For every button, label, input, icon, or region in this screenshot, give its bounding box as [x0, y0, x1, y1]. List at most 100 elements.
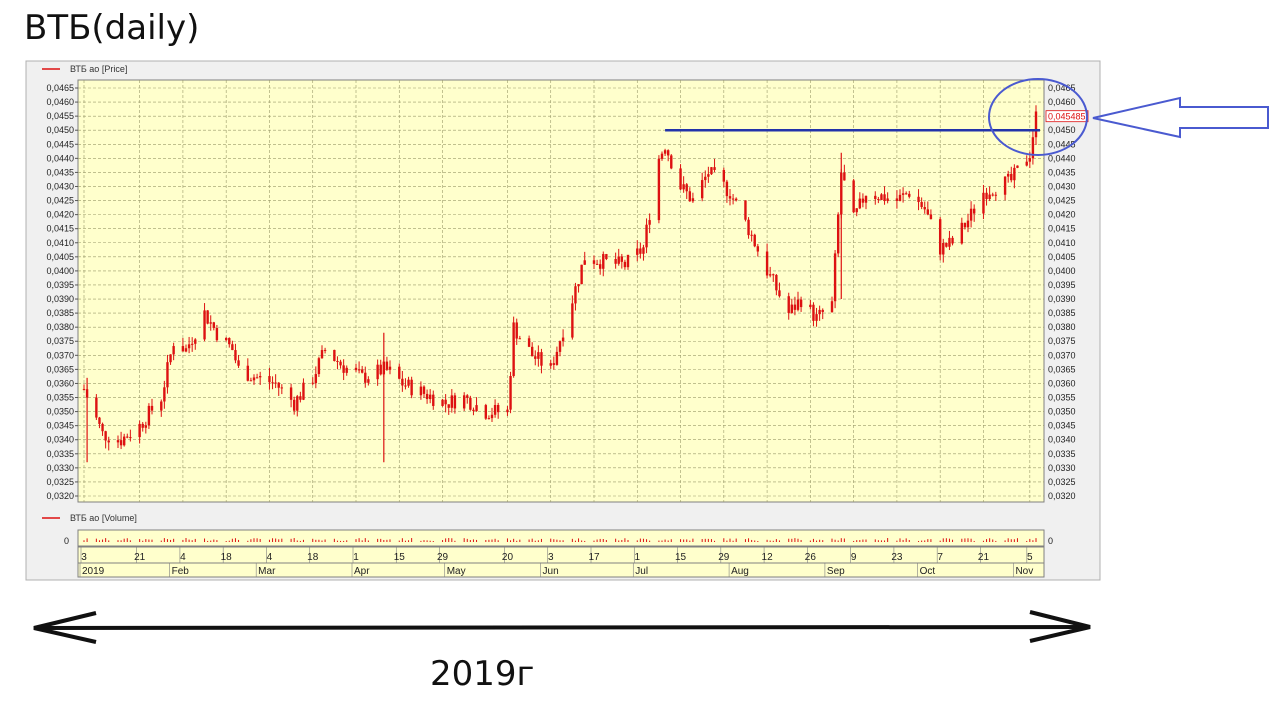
candle-body [670, 155, 673, 169]
month-tick-label: Sep [827, 566, 845, 577]
candle-body [537, 352, 540, 359]
y-tick-label-left: 0,0320 [46, 491, 74, 501]
candle-body [877, 199, 880, 201]
candle-body [874, 195, 877, 200]
candle-body [923, 207, 926, 210]
candle-body [747, 219, 750, 236]
candle-body [527, 338, 531, 347]
candle-body [793, 304, 797, 310]
candle-body [506, 409, 509, 413]
candle-body [354, 367, 358, 371]
candle-body [428, 394, 432, 400]
candle-body [515, 322, 518, 339]
candle-body [577, 284, 580, 287]
day-tick-label: 15 [675, 552, 687, 563]
y-tick-label-right: 0,0425 [1048, 196, 1076, 206]
candle-body [994, 194, 998, 196]
day-tick-label: 21 [134, 552, 146, 563]
candle-body [163, 387, 166, 402]
candle-body [1016, 165, 1019, 168]
candle-body [691, 198, 695, 202]
candle-body [734, 198, 738, 201]
candle-body [883, 194, 886, 202]
candle-body [710, 167, 713, 175]
candle-body [836, 214, 840, 254]
candle-body [187, 344, 191, 349]
candle-body [462, 395, 466, 409]
price-legend: ВТБ ао [Price] [70, 64, 127, 74]
highlight-circle [988, 78, 1088, 156]
candle-body [224, 338, 228, 341]
candle-body [830, 301, 834, 312]
candle-body [886, 198, 889, 202]
candle-body [166, 362, 169, 388]
candle-body [404, 385, 407, 387]
candle-body [444, 399, 447, 405]
y-tick-label-right: 0,0450 [1048, 125, 1076, 135]
y-tick-label-left: 0,0400 [46, 266, 74, 276]
candle-body [376, 364, 379, 380]
candle-body [432, 394, 435, 406]
y-tick-label-right: 0,0355 [1048, 393, 1076, 403]
candle-body [592, 260, 596, 264]
y-tick-label-right: 0,0465 [1048, 83, 1076, 93]
candle-body [595, 263, 599, 265]
candle-body [425, 393, 429, 400]
date-axis-panel [77, 546, 1045, 578]
date-axis-labels: 3 21 4 18 4 18 1 15 29 20 3 17 1 15 29 12 26 9 23 7 21 5 2019 F… [79, 547, 1033, 577]
candle-body [379, 364, 382, 375]
volume-panel [77, 529, 1045, 547]
timeline-arrow [33, 610, 1091, 644]
candle-body [728, 196, 732, 199]
y-tick-label-left: 0,0430 [46, 181, 74, 191]
candle-body [129, 437, 132, 439]
candle-body [951, 237, 954, 244]
volume-tick-right: 0 [1048, 536, 1053, 546]
y-tick-label-left: 0,0365 [46, 364, 74, 374]
y-tick-label-right: 0,0405 [1048, 252, 1076, 262]
y-tick-label-left: 0,0390 [46, 294, 74, 304]
candle-body [1010, 173, 1013, 181]
candle-body [843, 172, 846, 181]
candle-body [753, 234, 756, 247]
candle-body [107, 440, 110, 443]
candle-body [475, 405, 478, 412]
candle-body [336, 360, 339, 362]
candle-body [398, 366, 401, 379]
candle-body [744, 200, 747, 220]
candle-body [296, 396, 299, 411]
day-tick-label: 18 [307, 552, 319, 563]
candle-body [1028, 158, 1032, 162]
candle-body [790, 304, 794, 313]
candle-body [1031, 137, 1035, 159]
y-tick-label-right: 0,0335 [1048, 449, 1076, 459]
y-tick-label-right: 0,0400 [1048, 266, 1076, 276]
month-tick-label: May [447, 566, 466, 577]
candle-body [246, 365, 250, 381]
candle-body [122, 436, 126, 446]
candle-body [299, 396, 302, 400]
candle-body [864, 195, 868, 203]
candle-body [988, 194, 991, 200]
candle-body [818, 309, 821, 315]
y-tick-label-right: 0,0325 [1048, 477, 1076, 487]
candle-body [484, 405, 488, 419]
candle-body [215, 327, 219, 341]
y-tick-label-left: 0,0335 [46, 449, 74, 459]
candle-body [660, 153, 664, 159]
candle-body [765, 251, 769, 276]
candle-body [852, 180, 855, 213]
y-tick-label-left: 0,0380 [46, 322, 74, 332]
candle-body [639, 248, 642, 254]
y-tick-label-left: 0,0375 [46, 336, 74, 346]
candle-body [357, 369, 361, 371]
day-tick-label: 5 [1027, 552, 1033, 563]
month-tick-label: Aug [731, 566, 749, 577]
candle-body [203, 310, 206, 340]
candle-body [1025, 161, 1028, 166]
candle-body [991, 194, 994, 196]
candle-body [580, 264, 583, 285]
candle-body [552, 363, 556, 365]
candle-body [184, 348, 188, 352]
candle-body [277, 382, 280, 388]
